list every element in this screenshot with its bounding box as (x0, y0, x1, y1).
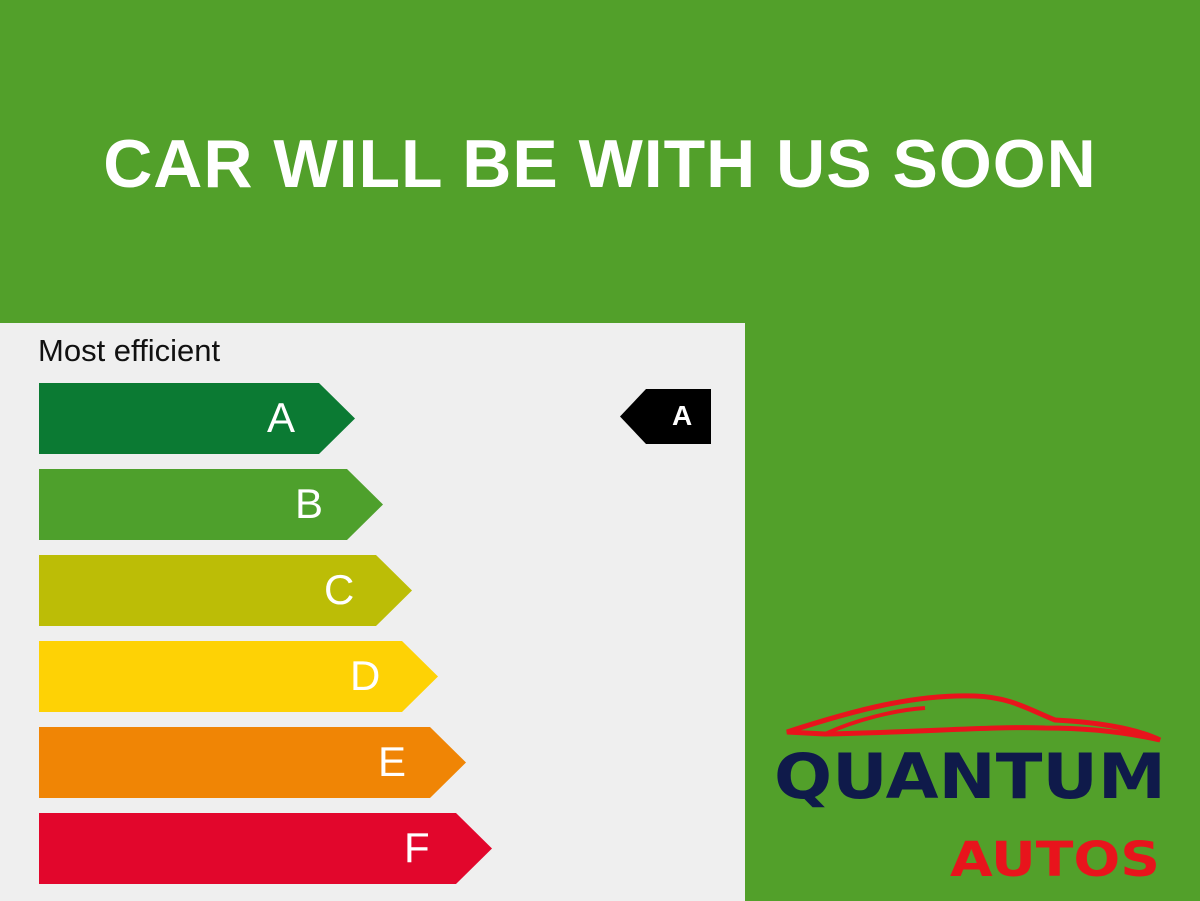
logo-line-quantum: QUANTUM (774, 740, 1166, 813)
bar-letter: C (324, 566, 355, 613)
bar-letter: D (350, 652, 381, 699)
rating-tag: A (620, 389, 711, 444)
most-efficient-label: Most efficient (38, 333, 221, 368)
logo-line-autos: AUTOS (950, 832, 1160, 888)
bar-letter: B (295, 480, 324, 527)
bar-letter: A (267, 394, 296, 441)
bar-arrow (39, 383, 355, 454)
bar-arrow (39, 641, 438, 712)
bar-arrow (39, 555, 412, 626)
quantum-autos-logo: QUANTUM AUTOS (774, 693, 1166, 888)
rating-bar-d: D (39, 641, 438, 712)
bar-arrow (39, 813, 492, 884)
rating-bar-e: E (39, 727, 466, 798)
rating-value: A (672, 400, 693, 431)
bar-letter: F (404, 824, 430, 871)
rating-bar-f: F (39, 813, 492, 884)
bar-letter: E (378, 738, 407, 785)
bar-arrow (39, 469, 383, 540)
page-title: CAR WILL BE WITH US SOON (103, 126, 1097, 202)
rating-bar-c: C (39, 555, 412, 626)
rating-bar-a: A (39, 383, 355, 454)
car-outline-icon (786, 693, 1162, 743)
bar-arrow (39, 727, 466, 798)
rating-bar-b: B (39, 469, 383, 540)
